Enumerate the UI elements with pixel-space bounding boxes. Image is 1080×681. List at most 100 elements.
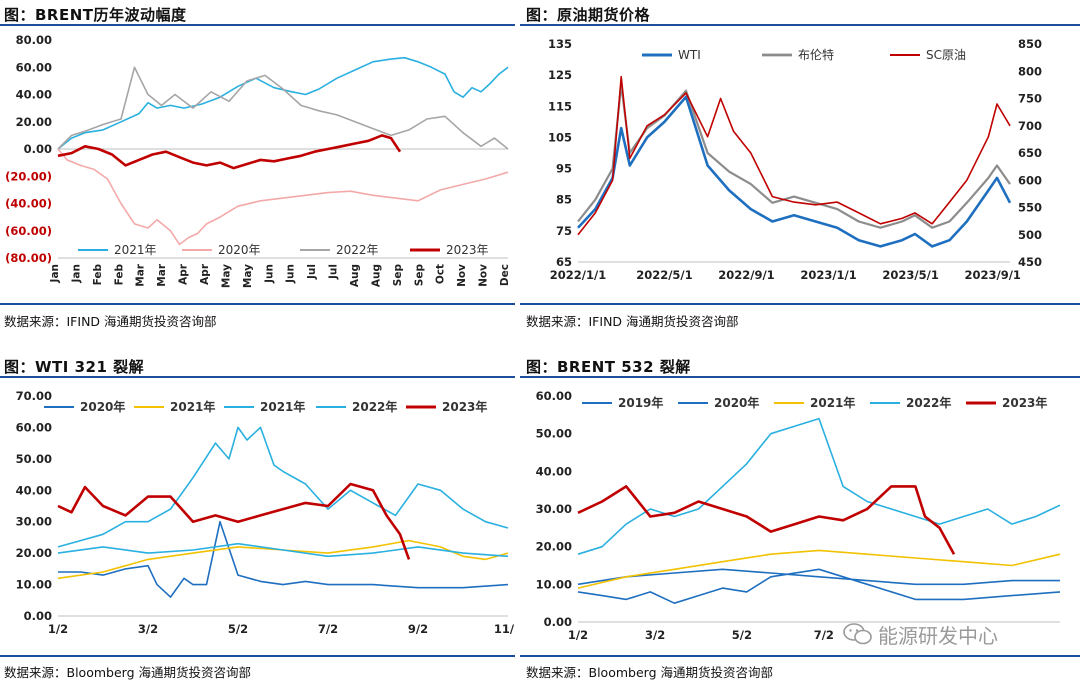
series-line-2020-1: [57, 148, 509, 246]
x-tick-label: Jul: [328, 264, 340, 280]
y-right-tick-label: 850: [1018, 37, 1042, 51]
y-right-tick-label: 650: [1018, 146, 1042, 160]
series-line-2022-3: [57, 426, 509, 548]
x-tick-label: 2023/9/1: [965, 268, 1021, 282]
legend-label: 2020年: [80, 399, 125, 414]
series-line-2019-0: [577, 568, 1060, 586]
y-tick-label: 85: [556, 193, 572, 207]
y-tick-label: 0.00: [24, 609, 52, 623]
x-tick-label: Mar: [135, 263, 147, 287]
source-note-brent-532: 数据来源：Bloomberg 海通期货投资咨询部: [526, 665, 773, 680]
x-tick-label: 3/2: [138, 622, 158, 636]
legend-label: 2021年: [114, 243, 157, 257]
x-tick-label: Jul: [306, 264, 318, 280]
series-line-2021-0: [57, 56, 509, 150]
watermark-text: 能源研发中心: [878, 624, 998, 648]
x-tick-label: 1/2: [568, 628, 588, 642]
x-tick-label: Jun: [285, 264, 297, 284]
x-tick-label: 7/2: [814, 628, 834, 642]
chart-brent-volatility: 80.00 60.00 40.00 20.00 0.00 (20.00) (40.00) (6…: [5, 33, 511, 288]
chart-wti-321: 70.0060.0050.0040.0030.0020.0010.000.001…: [16, 389, 515, 636]
y-tick-label: 70.00: [16, 389, 52, 403]
y-tick-label: (60.00): [5, 224, 52, 238]
x-tick-label: Nov: [456, 264, 468, 287]
series-line-2021-2: [57, 542, 509, 558]
x-tick-label: Nov: [478, 264, 490, 287]
x-tick-label: 1/2: [48, 622, 68, 636]
x-tick-label: May: [242, 264, 254, 288]
y-tick-label: 135: [548, 37, 572, 51]
y-tick-label: 105: [548, 130, 572, 144]
y-right-tick-label: 550: [1018, 201, 1042, 215]
y-right-tick-label: 450: [1018, 255, 1042, 269]
y-tick-label: 80.00: [16, 33, 52, 47]
row2-rule-left: [0, 376, 515, 378]
series-line-2022-3: [577, 417, 1061, 555]
y-tick-label: 95: [556, 162, 572, 176]
legend-label: 布伦特: [798, 47, 834, 62]
y-tick-label: 0.00: [544, 615, 572, 629]
x-tick-label: 2022/9/1: [718, 268, 774, 282]
x-tick-label: 2023/1/1: [800, 268, 856, 282]
y-tick-label: 10.00: [16, 578, 52, 592]
series-line-2023-4: [577, 485, 956, 555]
x-tick-label: Apr: [178, 263, 190, 285]
x-tick-label: 9/2: [408, 622, 428, 636]
bottom-rule-right: [520, 655, 1080, 657]
y-tick-label: 40.00: [536, 464, 572, 478]
x-tick-label: Sep: [413, 264, 425, 287]
y-tick-label: 75: [556, 224, 572, 238]
y-tick-label: 0.00: [24, 142, 52, 156]
x-tick-label: Mar: [156, 263, 168, 287]
chart-title-brent-532: 图：BRENT 532 裂解: [526, 358, 691, 376]
y-tick-label: 20.00: [536, 540, 572, 554]
series-line-2022-2: [57, 66, 509, 150]
legend-label: 2023年: [446, 243, 489, 257]
legend-label: 2021年: [810, 395, 855, 410]
mid-rule-right: [520, 303, 1080, 305]
y-tick-label: 30.00: [16, 515, 52, 529]
x-tick-label: Jan: [70, 264, 82, 283]
y-tick-label: 60.00: [16, 420, 52, 434]
source-note-brent-volatility: 数据来源：IFIND 海通期货投资咨询部: [4, 314, 217, 329]
chart-title-crude-futures: 图：原油期货价格: [526, 6, 651, 24]
series-line-sc-2: [577, 75, 1011, 236]
x-tick-label: 2023/5/1: [882, 268, 938, 282]
x-tick-label: Dec: [499, 264, 511, 286]
legend-label: 2020年: [218, 243, 261, 257]
legend-label: 2022年: [906, 395, 951, 410]
x-tick-label: 7/2: [318, 622, 338, 636]
x-tick-label: 2022/1/1: [550, 268, 606, 282]
y-tick-label: 10.00: [536, 577, 572, 591]
series-line-wti-0: [577, 95, 1012, 248]
chart-title-brent-volatility: 图：BRENT历年波动幅度: [4, 6, 187, 24]
x-tick-label: Sep: [392, 264, 404, 287]
y-tick-label: 50.00: [536, 427, 572, 441]
series-line-2021-1: [57, 539, 509, 580]
row2-rule-right: [520, 376, 1080, 378]
x-tick-label: 2022/5/1: [636, 268, 692, 282]
x-tick-label: Aug: [349, 264, 361, 287]
wechat-icon: [843, 623, 872, 645]
top-rule-left: [0, 24, 515, 26]
y-tick-label: 40.00: [16, 483, 52, 497]
legend-label: 2023年: [442, 399, 487, 414]
y-tick-label: 115: [548, 99, 572, 113]
legend-label: 2022年: [336, 243, 379, 257]
y-tick-label: (80.00): [5, 251, 52, 265]
y-tick-label: (40.00): [5, 197, 52, 211]
x-tick-label: 5/2: [228, 622, 248, 636]
y-tick-label: 30.00: [536, 502, 572, 516]
x-tick-label: Feb: [92, 264, 104, 286]
series-line-2023-3: [57, 134, 402, 170]
legend-label: 2021年: [260, 399, 305, 414]
legend-label: 2023年: [1002, 395, 1047, 410]
legend-label: 2021年: [170, 399, 215, 414]
y-tick-label: 20.00: [16, 546, 52, 560]
y-right-tick-label: 500: [1018, 228, 1042, 242]
x-tick-label: 3/2: [645, 628, 665, 642]
bottom-rule-left: [0, 655, 515, 657]
source-note-wti-321: 数据来源：Bloomberg 海通期货投资咨询部: [4, 665, 251, 680]
mid-rule-left: [0, 303, 515, 305]
y-right-tick-label: 800: [1018, 64, 1042, 78]
